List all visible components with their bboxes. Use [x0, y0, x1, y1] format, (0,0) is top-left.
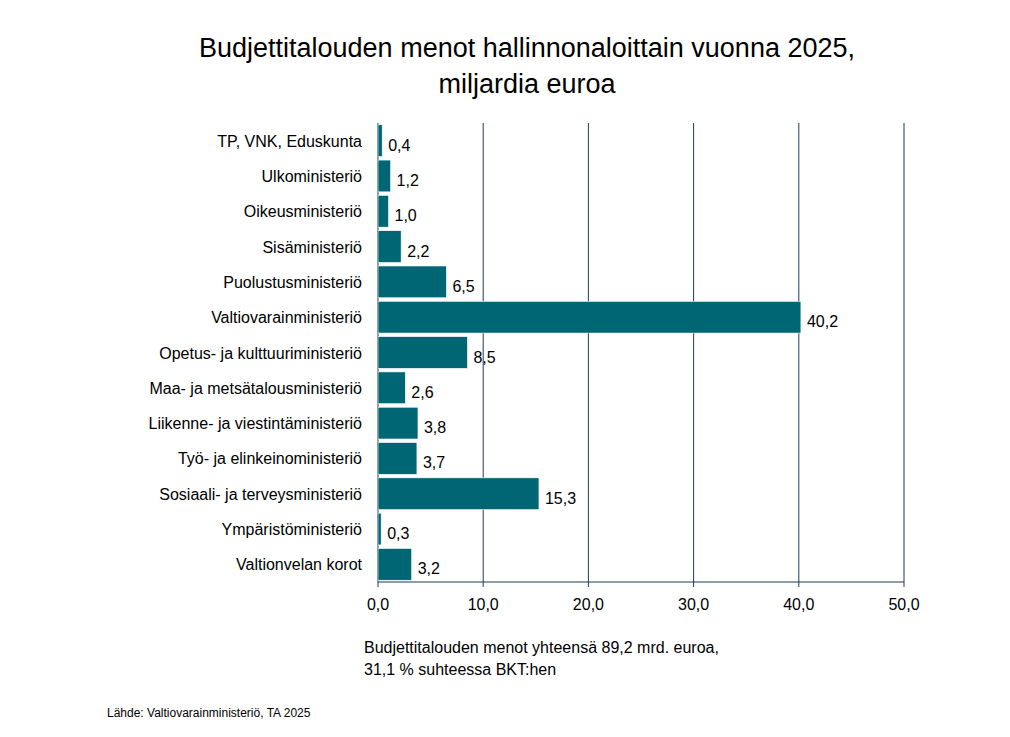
category-label: Oikeusministeriö — [244, 203, 362, 220]
category-label: Sosiaali- ja terveysministeriö — [159, 486, 362, 503]
tick-mark — [798, 582, 799, 587]
category-label: Työ- ja elinkeinoministeriö — [178, 450, 362, 467]
title: Budjettitalouden menot hallinnonaloittai… — [199, 33, 855, 63]
tick-label: 10,0 — [468, 596, 499, 613]
bar — [378, 443, 417, 475]
category-label: Puolustusministeriö — [223, 274, 362, 291]
data-label: 40,2 — [807, 313, 838, 330]
bar — [378, 195, 389, 227]
data-label: 2,2 — [407, 243, 429, 260]
grid — [378, 123, 904, 587]
category-label: Sisäministeriö — [262, 239, 362, 256]
data-label: 1,2 — [397, 172, 419, 189]
bar — [378, 478, 539, 510]
bar — [378, 337, 467, 369]
data-label: 3,8 — [424, 419, 446, 436]
bar — [378, 231, 401, 263]
bar — [378, 513, 381, 545]
tick-label: 0,0 — [367, 596, 389, 613]
annotation: Budjettitalouden menot yhteensä 89,2 mrd… — [364, 639, 719, 656]
category-label: Valtiovarainministeriö — [211, 309, 362, 326]
grid-line — [693, 123, 694, 582]
tick-mark — [378, 582, 379, 587]
data-label: 0,4 — [388, 137, 410, 154]
bar — [378, 266, 446, 298]
grid-line — [798, 123, 799, 582]
bars — [378, 125, 801, 580]
tick-label: 20,0 — [573, 596, 604, 613]
bar — [378, 160, 391, 192]
x-axis — [378, 582, 904, 583]
category-label: Ympäristöministeriö — [222, 521, 363, 538]
data-label: 8,5 — [473, 349, 495, 366]
data-label: 3,7 — [423, 454, 445, 471]
tick-label: 50,0 — [888, 596, 919, 613]
tick-mark — [904, 582, 905, 587]
tick-mark — [693, 582, 694, 587]
data-label: 6,5 — [452, 278, 474, 295]
category-label: Valtionvelan korot — [236, 556, 363, 573]
category-label: TP, VNK, Eduskunta — [217, 133, 362, 150]
subtitle: miljardia euroa — [438, 69, 616, 99]
data-label: 2,6 — [411, 384, 433, 401]
grid-line — [588, 123, 589, 582]
bar — [378, 372, 405, 404]
data-label: 3,2 — [418, 560, 440, 577]
data-label: 1,0 — [395, 207, 417, 224]
tick-mark — [483, 582, 484, 587]
bar — [378, 301, 801, 333]
grid-line — [904, 123, 905, 582]
annotation: 31,1 % suhteessa BKT:hen — [364, 661, 556, 678]
source: Lähde: Valtiovarainministeriö, TA 2025 — [107, 706, 311, 720]
category-label: Liikenne- ja viestintäministeriö — [149, 415, 363, 432]
labels: 0,4 TP, VNK, Eduskunta 1,2 Ulkoministeriö 1,… — [149, 133, 839, 578]
tick-label: 40,0 — [783, 596, 814, 613]
data-label: 15,3 — [545, 490, 576, 507]
category-label: Opetus- ja kulttuuriministeriö — [159, 345, 362, 362]
category-label: Ulkoministeriö — [262, 168, 363, 185]
bar — [378, 125, 382, 157]
category-label: Maa- ja metsätalousministeriö — [149, 380, 362, 397]
bar — [378, 407, 418, 439]
data-label: 0,3 — [387, 525, 409, 542]
bar — [378, 548, 412, 580]
chart: Budjettitalouden menot hallinnonaloittai… — [0, 0, 1010, 737]
tick-label: 30,0 — [678, 596, 709, 613]
tick-mark — [588, 582, 589, 587]
